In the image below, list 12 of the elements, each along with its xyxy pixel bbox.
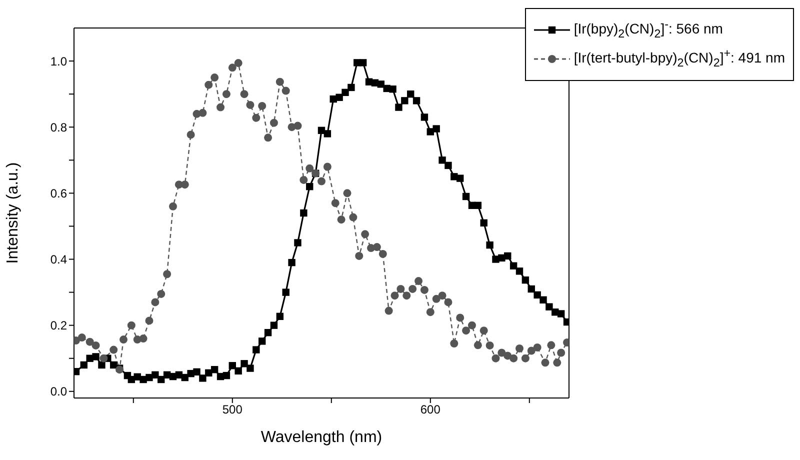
x-tick-label: 500 [222,402,243,417]
y-tick-label: 0.4 [50,252,68,267]
y-tick-label: 0.6 [50,186,68,200]
legend-label: [Ir(bpy)$_{2}$(CN)$_{2}$]$^{-}$: 566 nm [574,17,723,42]
x-tick-label: 600 [420,402,441,417]
y-tick-label: 0.0 [50,384,68,399]
legend-label: [Ir(tert-butyl-bpy)$_{2}$(CN)$_{2}$]$^{+}$: 491 nm [574,46,785,72]
y-axis-title: Intensity (a.u.) [4,162,22,264]
y-tick-label: 0.8 [50,120,68,134]
y-tick-label: 1.0 [50,54,68,68]
x-axis-title: Wavelength (nm) [260,429,382,446]
y-tick-label: 0.2 [50,318,68,333]
